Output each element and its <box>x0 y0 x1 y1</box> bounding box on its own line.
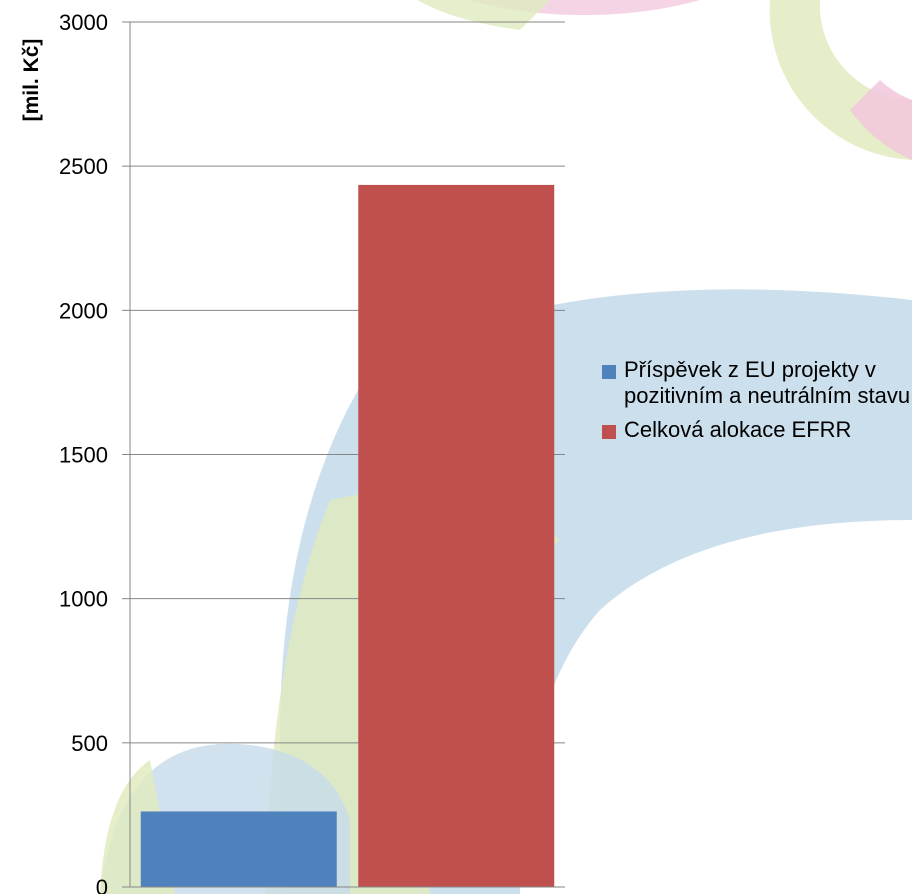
y-tick-label: 3000 <box>59 10 108 35</box>
y-tick-label: 500 <box>71 731 108 756</box>
y-tick-label: 2500 <box>59 154 108 179</box>
y-tick-label: 1500 <box>59 443 108 468</box>
y-axis-title: [mil. Kč] <box>20 39 43 122</box>
y-tick-labels: 0 500 1000 1500 2000 2500 3000 <box>59 10 108 894</box>
y-tick-label: 0 <box>96 875 108 894</box>
right-ring-pink <box>850 80 912 160</box>
legend-swatch-blue <box>602 365 616 379</box>
y-tick-label: 2000 <box>59 298 108 323</box>
y-tick-label: 1000 <box>59 587 108 612</box>
legend-label-efrr-allocation: Celková alokace EFRR <box>624 417 852 442</box>
legend-item-efrr-allocation: Celková alokace EFRR <box>602 417 912 443</box>
legend-label-eu-contribution: Příspěvek z EU projekty v pozitivním a n… <box>624 357 911 408</box>
bars <box>140 184 555 888</box>
bar <box>140 811 337 887</box>
legend-swatch-red <box>602 425 616 439</box>
legend: Příspěvek z EU projekty v pozitivním a n… <box>602 357 912 451</box>
legend-item-eu-contribution: Příspěvek z EU projekty v pozitivním a n… <box>602 357 912 409</box>
bar <box>358 184 555 888</box>
axes <box>129 22 565 888</box>
